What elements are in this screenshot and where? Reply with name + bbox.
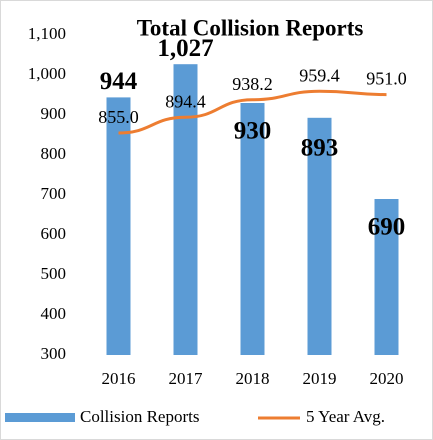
x-tick-label: 2019 <box>303 369 337 388</box>
bar <box>240 103 265 355</box>
y-tick-label: 300 <box>41 344 67 363</box>
y-tick-label: 900 <box>41 104 67 123</box>
line-label: 855.0 <box>98 107 139 127</box>
y-tick-label: 1,100 <box>28 24 66 43</box>
bar <box>173 64 198 355</box>
y-tick-label: 1,000 <box>28 64 66 83</box>
chart-title: Total Collision Reports <box>137 15 364 40</box>
line-label: 894.4 <box>165 91 206 111</box>
line-label: 951.0 <box>366 69 407 89</box>
legend-swatch <box>5 413 75 422</box>
bar <box>374 199 399 355</box>
legend-label: Collision Reports <box>80 407 199 426</box>
y-tick-label: 500 <box>41 264 67 283</box>
bar <box>307 117 332 355</box>
bar-label: 1,027 <box>157 35 213 62</box>
y-tick-label: 400 <box>41 304 67 323</box>
line-label: 938.2 <box>232 74 273 94</box>
x-tick-label: 2016 <box>102 369 136 388</box>
x-tick-label: 2017 <box>169 369 204 388</box>
bar-label: 690 <box>368 214 406 241</box>
x-tick-label: 2018 <box>236 369 270 388</box>
line-label: 959.4 <box>299 65 340 85</box>
y-tick-label: 800 <box>41 144 67 163</box>
bar <box>106 97 131 356</box>
y-tick-label: 600 <box>41 224 67 243</box>
y-tick-label: 700 <box>41 184 67 203</box>
x-tick-label: 2020 <box>370 369 404 388</box>
bar-label: 893 <box>301 135 339 162</box>
legend-label: 5 Year Avg. <box>306 407 385 426</box>
bar-label: 944 <box>100 68 138 95</box>
bar-label: 930 <box>234 118 272 145</box>
line <box>118 89 387 135</box>
